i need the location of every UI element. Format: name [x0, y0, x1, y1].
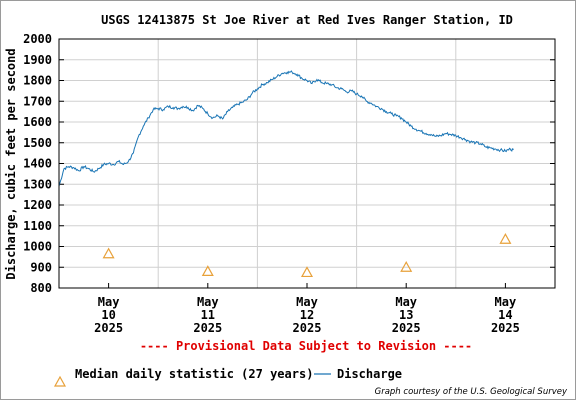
x-tick-label: May: [395, 295, 417, 309]
y-tick-label: 1300: [23, 177, 52, 191]
y-tick-label: 1700: [23, 94, 52, 108]
x-tick-label: 11: [201, 308, 215, 322]
x-tick-label: May: [495, 295, 517, 309]
legend-median-label: Median daily statistic (27 years): [75, 367, 313, 381]
y-tick-label: 1800: [23, 74, 52, 88]
median-point: [102, 247, 115, 259]
x-tick-labels: May102025May112025May122025May132025May1…: [94, 295, 520, 335]
median-point: [201, 265, 214, 276]
y-tick-label: 2000: [23, 32, 52, 46]
grid-lines: [59, 38, 555, 289]
x-tick-label: May: [98, 295, 120, 309]
y-tick-label: 1500: [23, 136, 52, 150]
y-tick-label: 800: [30, 281, 52, 295]
y-tick-label: 1900: [23, 53, 52, 67]
y-tick-label: 1100: [23, 219, 52, 233]
y-tick-label: 1600: [23, 115, 52, 129]
legend-median-triangle-icon: [53, 375, 67, 387]
median-point: [400, 261, 413, 272]
discharge-series-line: [58, 70, 514, 187]
y-tick-label: 1000: [23, 240, 52, 254]
x-tick-label: 2025: [193, 321, 222, 335]
x-tick-label: 2025: [491, 321, 520, 335]
y-tick-labels: 800 900 1000 1100 1200 1300 1400 1500 1600 1700 18…: [23, 32, 52, 295]
graph-credit: Graph courtesy of the U.S. Geological Su…: [375, 387, 568, 397]
x-tick-label: 2025: [293, 321, 322, 335]
x-tick-label: 10: [101, 308, 115, 322]
legend: Median daily statistic (27 years) Discha…: [53, 367, 402, 387]
y-tick-label: 1200: [23, 198, 52, 212]
y-axis-label: Discharge, cubic feet per second: [4, 48, 18, 279]
x-tick-label: 13: [399, 308, 413, 322]
chart-title: USGS 12413875 St Joe River at Red Ives R…: [101, 13, 513, 27]
provisional-note: ---- Provisional Data Subject to Revisio…: [140, 339, 472, 353]
legend-discharge-label: Discharge: [337, 367, 402, 381]
y-tick-label: 1400: [23, 157, 52, 171]
series-layer: [58, 70, 514, 278]
x-tick-label: 2025: [94, 321, 123, 335]
median-point: [499, 233, 512, 244]
plot-border: [58, 38, 556, 289]
x-tick-label: May: [296, 295, 318, 309]
median-point: [300, 266, 314, 278]
x-tick-label: 12: [300, 308, 314, 322]
y-tick-label: 900: [30, 260, 52, 274]
x-tick-label: 2025: [392, 321, 421, 335]
x-tick-label: 14: [498, 308, 512, 322]
x-tick-label: May: [197, 295, 219, 309]
